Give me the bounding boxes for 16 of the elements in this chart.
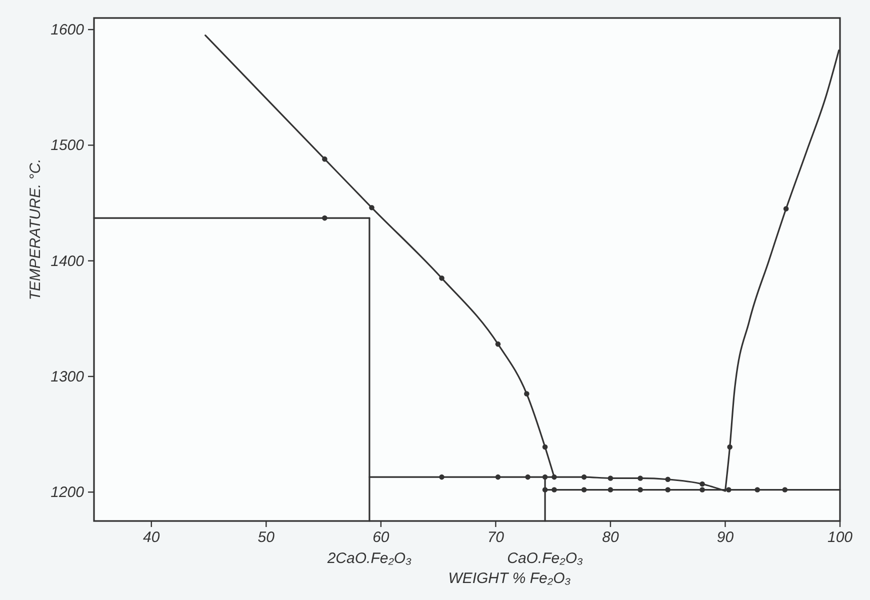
x-tick-label: 100: [827, 529, 854, 546]
x-tick-label: 80: [602, 529, 620, 546]
x-axis-title: WEIGHT % Fe₂O₃: [448, 570, 571, 587]
x-tick-label: 40: [143, 529, 160, 546]
y-tick-label: 1400: [50, 252, 85, 270]
y-tick-label: 1500: [50, 137, 85, 154]
x-tick-label: 60: [372, 529, 390, 546]
y-tick-label: 1300: [50, 368, 85, 386]
x-tick-label: 90: [716, 529, 734, 546]
x-tick-label: 50: [258, 529, 276, 546]
annotation: 2CaO.Fe₂O₃: [326, 550, 412, 567]
y-tick-label: 1200: [50, 484, 85, 502]
x-tick-label: 70: [487, 529, 505, 546]
annotation: CaO.Fe₂O₃: [507, 550, 584, 567]
y-axis-title: TEMPERATURE. °C.: [27, 158, 44, 300]
y-tick-label: 1600: [50, 22, 85, 39]
